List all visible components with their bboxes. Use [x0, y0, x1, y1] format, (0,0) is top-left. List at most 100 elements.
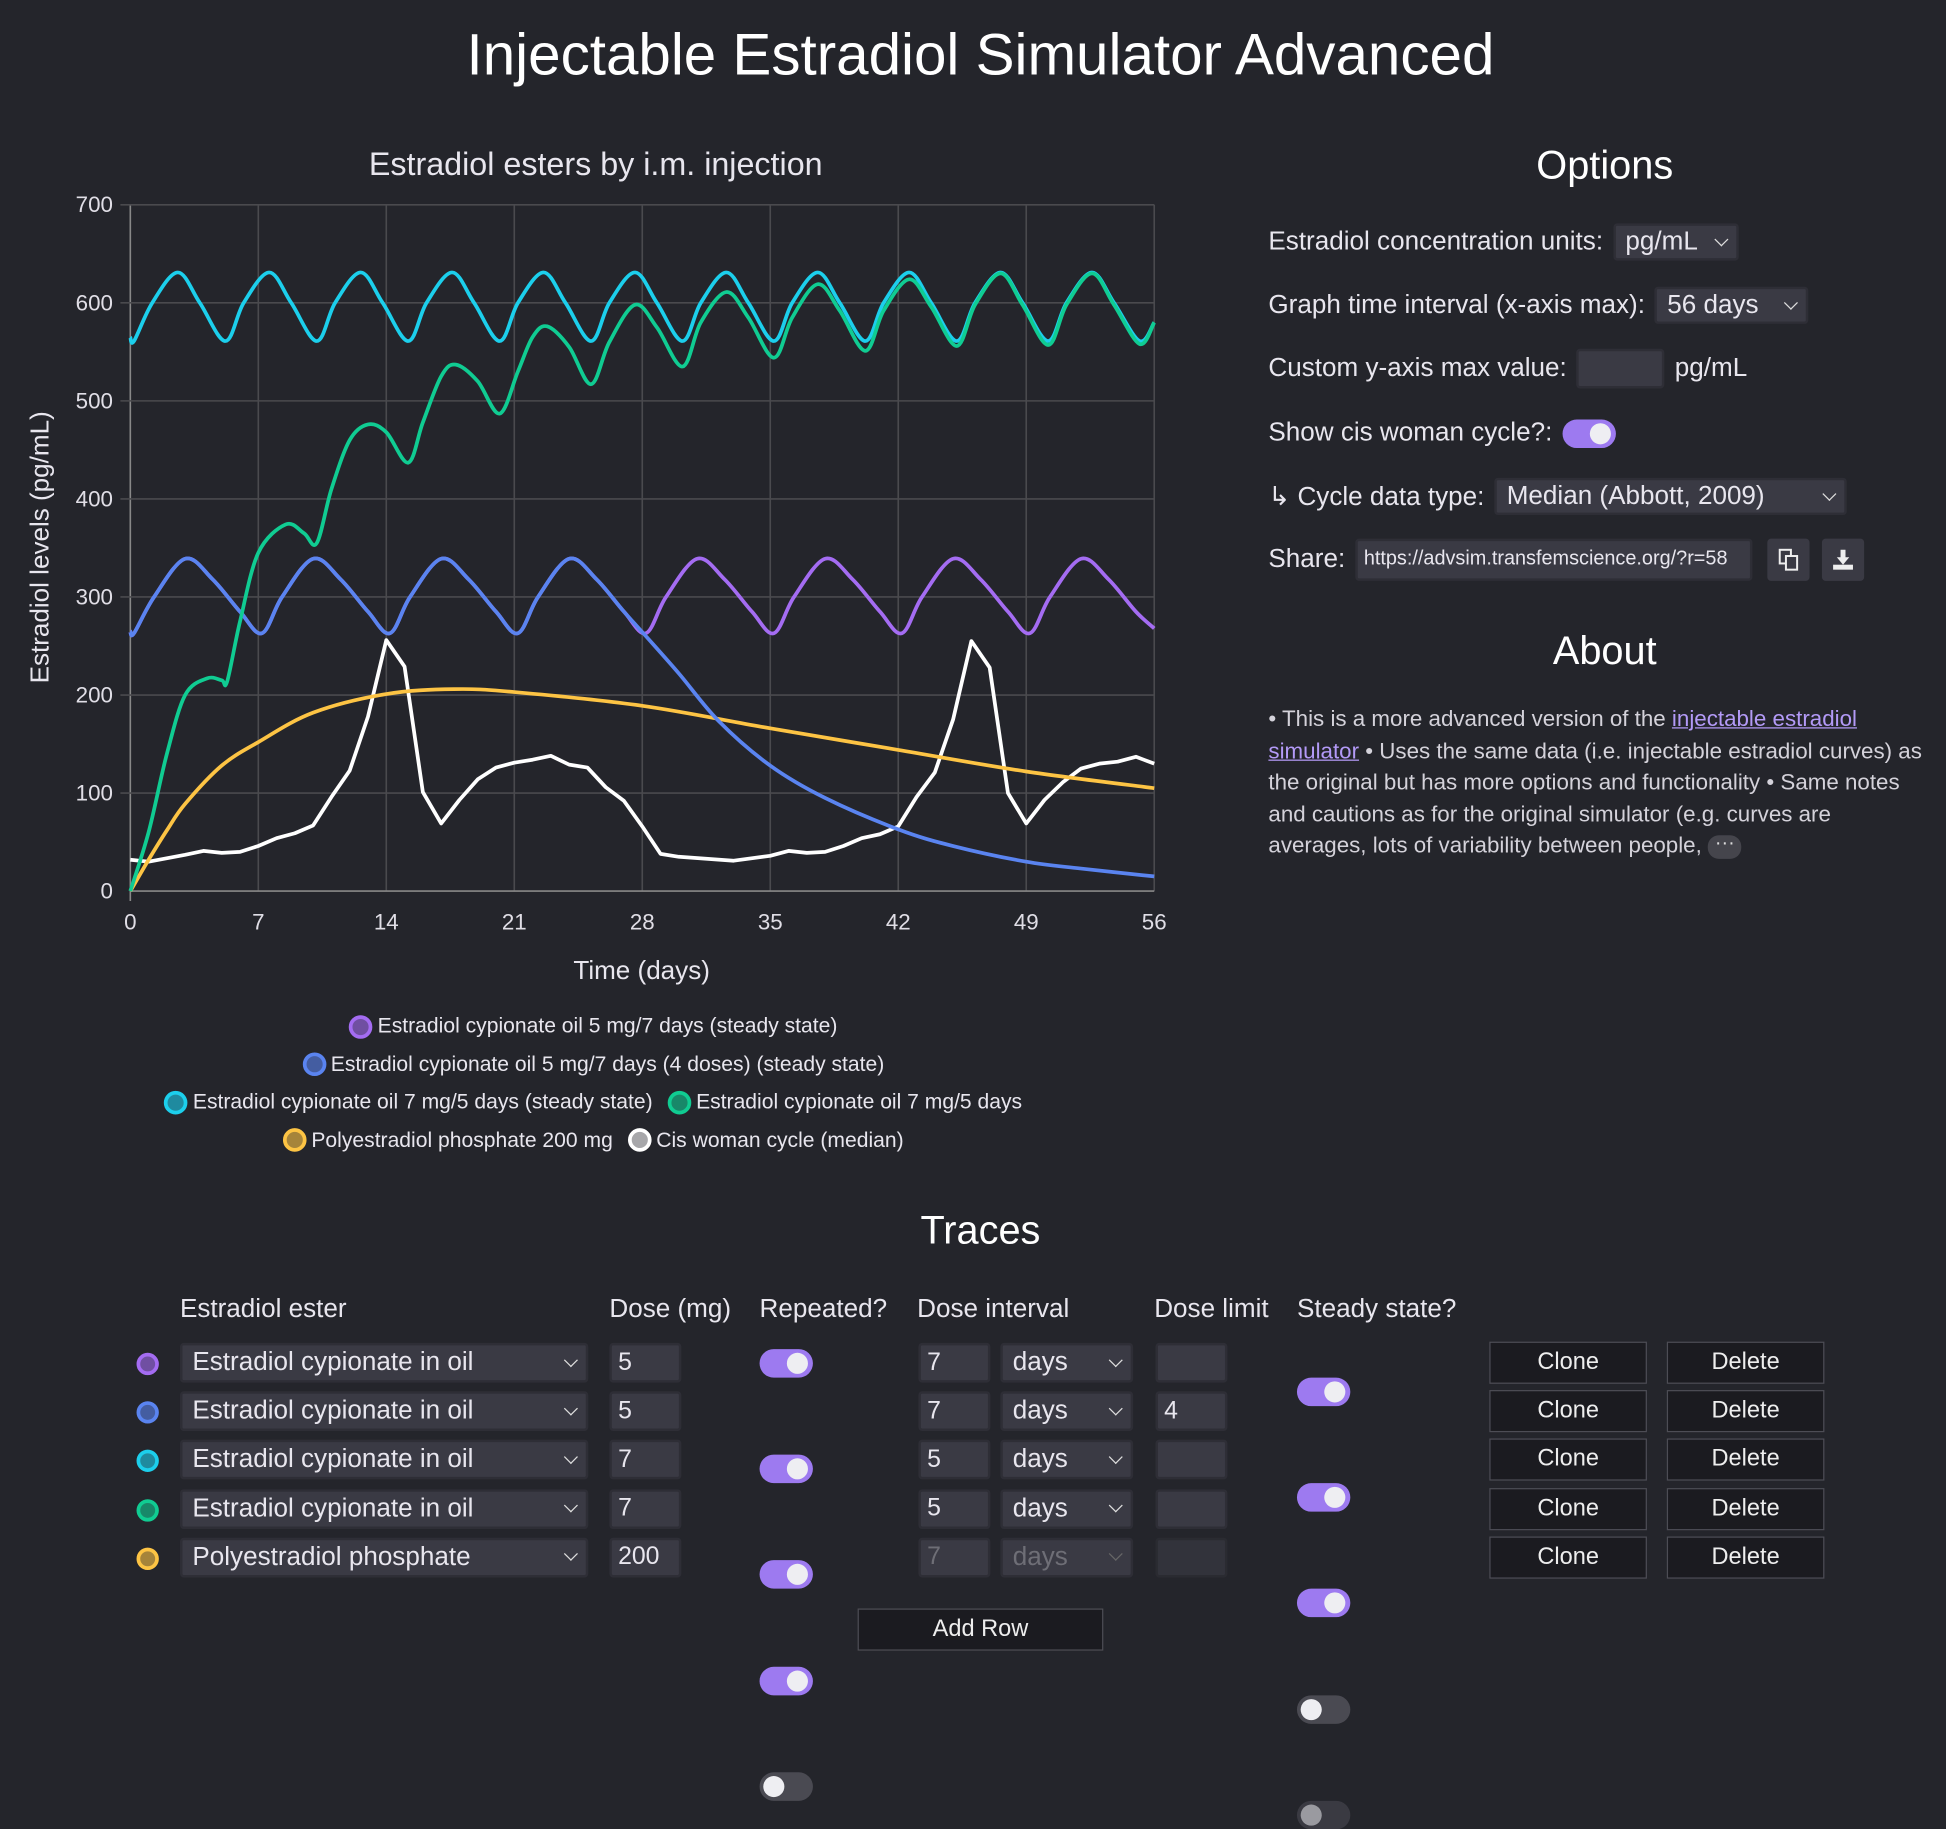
ester-select[interactable]: Estradiol cypionate in oil: [179, 1488, 589, 1529]
interval-input[interactable]: 5: [918, 1488, 991, 1529]
interval-input[interactable]: 7: [918, 1342, 991, 1383]
legend-label: Estradiol cypionate oil 7 mg/5 days (ste…: [192, 1089, 653, 1114]
interval-unit-select[interactable]: days: [1000, 1488, 1134, 1529]
y-tick-label: 700: [76, 192, 113, 217]
x-tick-label: 49: [1014, 910, 1039, 935]
copy-button[interactable]: [1767, 538, 1810, 581]
x-tick-label: 21: [502, 910, 527, 935]
ymax-input[interactable]: [1576, 348, 1665, 389]
interval-input[interactable]: 5: [918, 1440, 991, 1480]
legend-item[interactable]: Estradiol cypionate oil 7 mg/5 days (ste…: [164, 1089, 653, 1115]
show-cycle-toggle[interactable]: [1562, 418, 1616, 448]
clone-button[interactable]: Clone: [1489, 1438, 1647, 1482]
interval-unit-value: days: [1012, 1493, 1068, 1523]
col-repeated: Repeated?: [759, 1294, 888, 1324]
legend-item[interactable]: Estradiol cypionate oil 5 mg/7 days (4 d…: [302, 1052, 884, 1077]
delete-button[interactable]: Delete: [1666, 1438, 1825, 1482]
options-heading: Options: [1536, 142, 1674, 188]
x-tick-label: 42: [886, 910, 911, 935]
trace-color-icon: [136, 1450, 159, 1473]
cycle-type-select[interactable]: Median (Abbott, 2009): [1494, 477, 1847, 516]
trace-color-icon: [136, 1498, 159, 1522]
chevron-down-icon: [1822, 486, 1837, 501]
download-icon: [1832, 549, 1853, 570]
y-tick-label: 600: [76, 290, 113, 315]
interval-input[interactable]: 7: [918, 1391, 991, 1432]
repeated-toggle[interactable]: [759, 1560, 813, 1590]
steady-state-toggle[interactable]: [1296, 1589, 1351, 1618]
steady-state-toggle[interactable]: [1296, 1800, 1351, 1829]
interval-unit-select[interactable]: days: [1000, 1342, 1134, 1383]
clone-button[interactable]: Clone: [1489, 1487, 1647, 1530]
more-button[interactable]: ···: [1708, 833, 1742, 859]
dose-input[interactable]: 5: [609, 1391, 682, 1432]
dose-limit-input[interactable]: [1155, 1537, 1228, 1578]
download-button[interactable]: [1821, 538, 1864, 581]
repeated-toggle[interactable]: [759, 1454, 813, 1484]
delete-button[interactable]: Delete: [1666, 1536, 1825, 1579]
clone-button[interactable]: Clone: [1489, 1536, 1647, 1579]
share-url-input[interactable]: https://advsim.transfemscience.org/?r=58: [1355, 538, 1753, 581]
toggle-knob: [1589, 422, 1611, 444]
delete-button[interactable]: Delete: [1666, 1390, 1825, 1433]
trace-row: Estradiol cypionate in oil 7 5 days Clon…: [0, 114, 1946, 1618]
interval-unit-value: days: [1012, 1542, 1068, 1571]
dose-limit-input[interactable]: [1155, 1488, 1228, 1529]
add-row-button[interactable]: Add Row: [857, 1608, 1104, 1651]
x-tick-label: 14: [374, 910, 399, 935]
col-ester: Estradiol ester: [179, 1294, 347, 1324]
clone-button[interactable]: Clone: [1489, 1341, 1647, 1384]
share-option: Share: https://advsim.transfemscience.or…: [1268, 538, 1864, 581]
chevron-down-icon: [1108, 1547, 1123, 1562]
legend-item[interactable]: Polyestradiol phosphate 200 mg: [282, 1128, 613, 1153]
ester-select[interactable]: Polyestradiol phosphate: [179, 1537, 589, 1578]
legend-label: Estradiol cypionate oil 5 mg/7 days (4 d…: [330, 1052, 885, 1076]
toggle-knob: [1324, 1381, 1346, 1403]
chevron-down-icon: [1108, 1401, 1123, 1416]
interval-unit-select[interactable]: days: [1000, 1391, 1134, 1432]
chevron-down-icon: [563, 1401, 578, 1416]
legend-item[interactable]: Estradiol cypionate oil 7 mg/5 days: [667, 1090, 1022, 1115]
simulator-link[interactable]: injectable estradiol simulator: [1268, 706, 1857, 763]
x-tick-label: 28: [630, 910, 655, 935]
delete-button[interactable]: Delete: [1666, 1487, 1825, 1530]
dose-limit-input[interactable]: [1155, 1342, 1228, 1383]
delete-button[interactable]: Delete: [1666, 1341, 1825, 1384]
steady-state-toggle[interactable]: [1296, 1483, 1351, 1512]
dose-input[interactable]: 7: [609, 1440, 682, 1480]
repeated-toggle[interactable]: [759, 1349, 813, 1378]
interval-select[interactable]: 56 days: [1654, 286, 1809, 324]
interval-unit-select[interactable]: days: [1000, 1440, 1134, 1480]
dose-limit-input[interactable]: 4: [1155, 1391, 1228, 1432]
interval-input[interactable]: 7: [918, 1537, 991, 1578]
dose-limit-input[interactable]: [1155, 1440, 1228, 1480]
col-dose: Dose (mg): [609, 1294, 732, 1324]
legend-item[interactable]: Estradiol cypionate oil 5 mg/7 days (ste…: [349, 1014, 837, 1039]
units-value: pg/mL: [1625, 227, 1698, 256]
about-text-part: • This is a more advanced version of the: [1268, 706, 1672, 732]
chart: 0 7 14 21 28 35 42 49 56 0 100 200 300 400 500 600 700 Ti…: [24, 192, 1166, 985]
interval-option: Graph time interval (x-axis max): 56 day…: [1268, 284, 1809, 326]
steady-state-toggle[interactable]: [1296, 1694, 1351, 1724]
chevron-down-icon: [563, 1352, 578, 1367]
dose-input[interactable]: 5: [609, 1342, 682, 1383]
x-axis-label: Time (days): [573, 955, 710, 985]
dose-input[interactable]: 200: [609, 1537, 682, 1578]
dose-input[interactable]: 7: [609, 1488, 682, 1529]
repeated-toggle[interactable]: [759, 1772, 813, 1801]
steady-state-toggle[interactable]: [1296, 1377, 1351, 1407]
units-select[interactable]: pg/mL: [1613, 223, 1739, 261]
y-tick-label: 500: [76, 388, 113, 413]
ester-select[interactable]: Estradiol cypionate in oil: [179, 1391, 589, 1432]
about-text-part: • Uses the same data (i.e. injectable es…: [1268, 737, 1922, 858]
x-tick-label: 0: [124, 910, 136, 935]
interval-unit-select[interactable]: days: [1000, 1537, 1134, 1578]
legend-label: Estradiol cypionate oil 5 mg/7 days (ste…: [377, 1014, 838, 1038]
legend-item[interactable]: Cis woman cycle (median): [627, 1128, 904, 1153]
ester-select[interactable]: Estradiol cypionate in oil: [179, 1342, 589, 1383]
trace-color-icon: [136, 1352, 159, 1376]
clone-button[interactable]: Clone: [1489, 1390, 1647, 1433]
ester-select[interactable]: Estradiol cypionate in oil: [179, 1440, 589, 1480]
toggle-knob: [1324, 1487, 1346, 1509]
repeated-toggle[interactable]: [759, 1666, 813, 1695]
